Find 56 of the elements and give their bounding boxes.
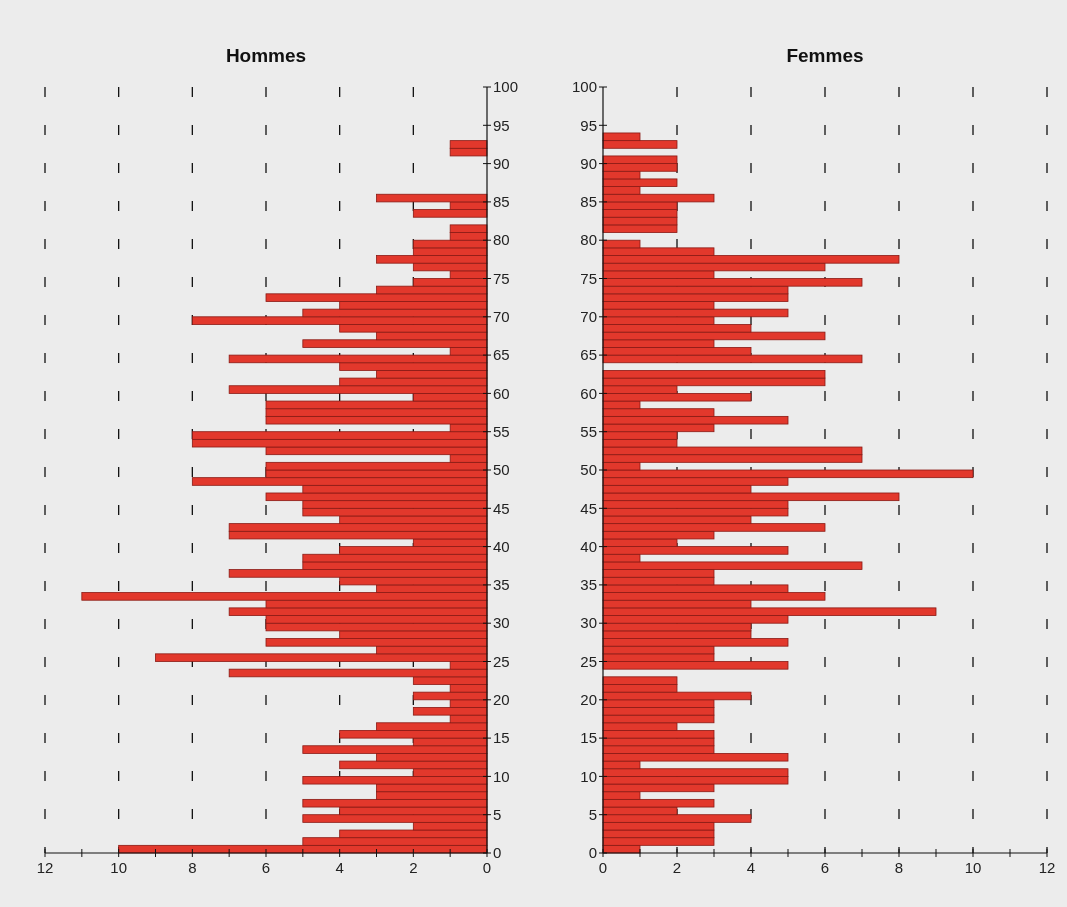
y-tick-label: 0 [588,844,597,862]
x-tick-label: 12 [36,859,54,876]
y-tick-label: 40 [580,537,597,555]
y-tick-label: 10 [493,767,510,785]
y-tick-label: 25 [493,652,510,670]
y-tick-label: 5 [588,805,597,823]
x-tick-label: 6 [820,859,830,876]
x-tick-label: 10 [964,859,982,876]
y-tick-label: 70 [493,308,510,326]
y-tick-label: 100 [571,78,597,96]
x-tick-label: 2 [672,859,682,876]
x-tick-label: 6 [261,859,271,876]
y-tick-label: 20 [493,691,510,709]
x-tick-label: 4 [746,859,756,876]
y-tick-label: 95 [580,116,597,134]
y-tick-label: 15 [493,729,510,747]
y-tick-label: 15 [580,729,597,747]
y-tick-label: 10 [580,767,597,785]
y-tick-label: 20 [580,691,597,709]
x-tick-label: 4 [335,859,344,876]
x-tick-label: 12 [1038,859,1056,876]
y-tick-label: 65 [493,346,510,364]
x-tick-label: 8 [188,859,197,876]
y-tick-label: 85 [580,193,597,211]
y-tick-label: 50 [580,461,597,479]
y-tick-label: 5 [493,805,502,823]
x-tick-label: 2 [409,859,418,876]
y-tick-label: 95 [493,116,510,134]
chart-title: Femmes [786,45,864,66]
y-tick-label: 80 [493,231,510,249]
y-tick-label: 45 [580,499,597,517]
y-tick-label: 90 [580,154,597,172]
y-tick-label: 25 [580,652,597,670]
y-tick-label: 50 [493,461,510,479]
y-tick-label: 75 [493,269,510,287]
y-tick-label: 70 [580,308,597,326]
y-tick-label: 55 [580,422,597,440]
x-tick-label: 8 [894,859,904,876]
y-tick-label: 60 [493,384,510,402]
y-tick-label: 55 [493,422,510,440]
y-tick-label: 35 [493,576,510,594]
y-tick-label: 0 [493,844,502,862]
x-tick-label: 10 [110,859,128,876]
chart-title: Hommes [225,45,307,66]
y-tick-label: 40 [493,537,510,555]
y-tick-label: 100 [493,78,519,96]
y-tick-label: 60 [580,384,597,402]
y-tick-label: 80 [580,231,597,249]
y-tick-label: 85 [493,193,510,211]
y-tick-label: 35 [580,576,597,594]
y-tick-label: 90 [493,154,510,172]
y-tick-label: 30 [580,614,597,632]
y-tick-label: 75 [580,269,597,287]
y-tick-label: 65 [580,346,597,364]
y-tick-label: 30 [493,614,510,632]
y-tick-label: 45 [493,499,510,517]
